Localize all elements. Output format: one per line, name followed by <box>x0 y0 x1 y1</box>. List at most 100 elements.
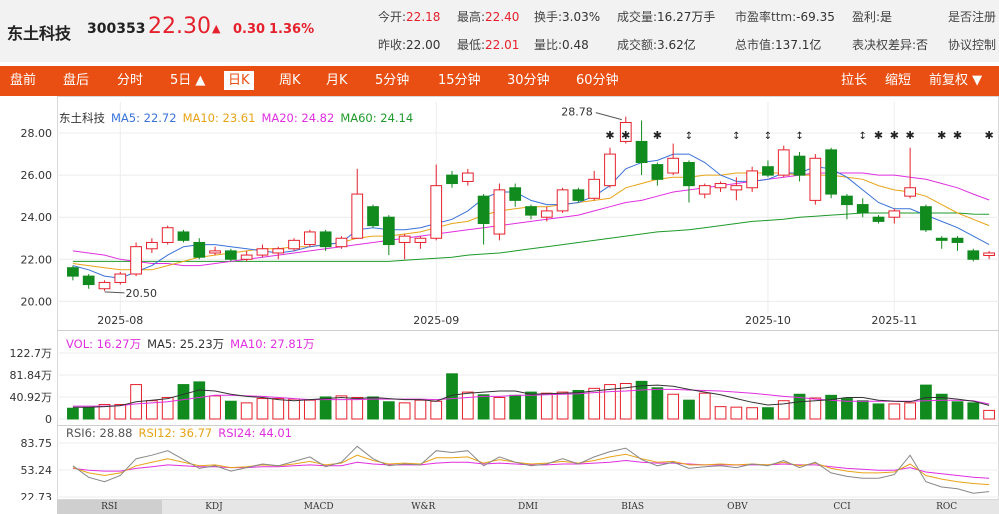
volume-bar <box>446 373 458 420</box>
volume-bar <box>193 381 206 420</box>
volume-bar <box>493 396 506 420</box>
candle-body <box>477 195 490 225</box>
legend-item: RSI12: 36.77 <box>138 426 213 440</box>
event-arrow-icon: ↕ <box>859 131 867 142</box>
tab-period-1[interactable]: 盘后 <box>63 73 90 88</box>
stat-label: 量比: <box>534 38 563 52</box>
candle-body <box>856 204 869 214</box>
volume-bar <box>256 398 269 420</box>
volume-bar <box>714 406 727 420</box>
candle-body <box>777 149 790 176</box>
tab-period-9[interactable]: 30分钟 <box>507 73 550 88</box>
stat-value: 16.27万手 <box>657 10 716 24</box>
indicator-tab-2[interactable]: MACD <box>303 502 334 512</box>
candle-body <box>224 250 237 260</box>
candle-body <box>651 164 664 180</box>
volume-bar <box>588 387 601 420</box>
rsi-tick-label: 53.24 <box>21 464 53 477</box>
stat-value: 137.1亿 <box>775 38 822 52</box>
candle-body <box>762 166 774 176</box>
stat-value: 0.48 <box>562 38 589 52</box>
stat-label: 是否注册 <box>948 10 997 24</box>
rsi12-line <box>72 453 990 486</box>
stat-label: 换手: <box>534 10 563 24</box>
tab-period-5[interactable]: 周K <box>279 73 301 88</box>
event-arrow-icon: ↕ <box>795 131 803 142</box>
tab-period-8[interactable]: 15分钟 <box>438 73 481 88</box>
event-star-icon: ✱ <box>937 129 946 142</box>
stat-row1-6: 是否注册 <box>948 8 996 25</box>
stat-row2-0: 昨收:22.00 <box>378 36 440 53</box>
volume-bar <box>635 380 648 420</box>
indicator-tab-4[interactable]: DMI <box>517 502 538 512</box>
annotation-pointer <box>104 291 125 294</box>
stat-row1-3: 成交量:16.27万手 <box>617 8 715 25</box>
volume-bar <box>983 409 995 420</box>
volume-bar <box>161 396 174 420</box>
period-tab-bar: 盘前 盘后 分时 5日 ▲ 日K 周K 月K 5分钟 15分钟 30分钟 60分钟 拉长 缩短 前复权 ▼ <box>0 66 999 96</box>
tab-period-10[interactable]: 60分钟 <box>576 73 619 88</box>
stat-row1-2: 换手:3.03% <box>534 8 600 25</box>
legend-item: MA10: 27.81万 <box>230 337 315 351</box>
tab-period-6[interactable]: 月K <box>326 73 348 88</box>
indicator-tab-0[interactable]: RSI <box>57 500 162 514</box>
volume-bar <box>825 394 838 420</box>
volume-tick-label: 40.92万 <box>10 391 53 404</box>
candle-body <box>667 157 680 174</box>
candle-body <box>714 183 727 189</box>
indicator-tab-6[interactable]: OBV <box>727 502 748 512</box>
volume-bar <box>335 395 348 420</box>
stat-row2-6: 协议控制 <box>948 36 996 53</box>
indicator-tab-bar: RSI KDJ MACD W&R DMI BIAS OBV CCI ROC <box>57 500 999 514</box>
event-arrow-icon: ↕ <box>732 131 740 142</box>
event-arrow-icon: ↕ <box>764 131 772 142</box>
volume-bar <box>146 400 158 420</box>
volume-bar <box>382 401 395 420</box>
price-change: 0.30 <box>233 22 266 37</box>
indicator-tab-1[interactable]: KDJ <box>205 502 223 512</box>
volume-bar <box>351 396 364 420</box>
date-tick-label: 2025-09 <box>413 314 459 327</box>
annotation-high-label: 28.78 <box>561 106 593 119</box>
date-tick-label: 2025-08 <box>97 314 143 327</box>
tab-control-2[interactable]: 前复权 ▼ <box>929 73 983 88</box>
indicator-tab-3[interactable]: W&R <box>411 502 436 512</box>
volume-tick-label: 81.84万 <box>10 369 53 382</box>
candle-body <box>604 153 616 187</box>
tab-period-2[interactable]: 分时 <box>117 73 144 88</box>
candle-body <box>209 250 221 254</box>
event-star-icon: ✱ <box>605 129 614 142</box>
indicator-tab-5[interactable]: BIAS <box>621 502 645 512</box>
volume-bar <box>809 397 822 420</box>
stat-row1-5: 盈利:是 <box>852 8 892 25</box>
volume-bar <box>746 407 759 420</box>
rsi-tick-label: 83.75 <box>21 437 53 450</box>
tab-control-1[interactable]: 缩短 <box>885 73 912 88</box>
candle-body <box>130 246 142 275</box>
kline-chart[interactable]: 28.00 26.00 24.00 22.00 20.00 2025-08 2025-09 2… <box>0 96 999 500</box>
volume-bar <box>114 403 127 420</box>
volume-bar <box>920 384 932 420</box>
tab-period-3[interactable]: 5日 ▲ <box>170 73 206 88</box>
tab-period-4[interactable]: 日K <box>224 71 254 90</box>
volume-bar <box>683 399 695 420</box>
candle-body <box>351 193 364 239</box>
volume-bar <box>82 407 95 420</box>
stat-value: 否 <box>916 38 929 52</box>
candle-body <box>382 216 395 246</box>
indicator-tab-7[interactable]: CCI <box>833 502 851 512</box>
tab-control-0[interactable]: 拉长 <box>841 73 868 88</box>
rsi6-line <box>72 445 990 494</box>
candle-body <box>967 250 980 260</box>
tab-period-0[interactable]: 盘前 <box>10 73 37 88</box>
candle-body <box>319 231 332 248</box>
candle-body <box>98 281 111 290</box>
candle-body <box>872 216 885 222</box>
event-star-icon: ✱ <box>621 129 630 142</box>
volume-bar <box>67 407 79 420</box>
indicator-tab-8[interactable]: ROC <box>936 502 958 512</box>
volume-bar <box>525 391 537 420</box>
volume-bar <box>604 384 616 420</box>
volume-ma5-line <box>72 384 990 408</box>
tab-period-7[interactable]: 5分钟 <box>375 73 410 88</box>
